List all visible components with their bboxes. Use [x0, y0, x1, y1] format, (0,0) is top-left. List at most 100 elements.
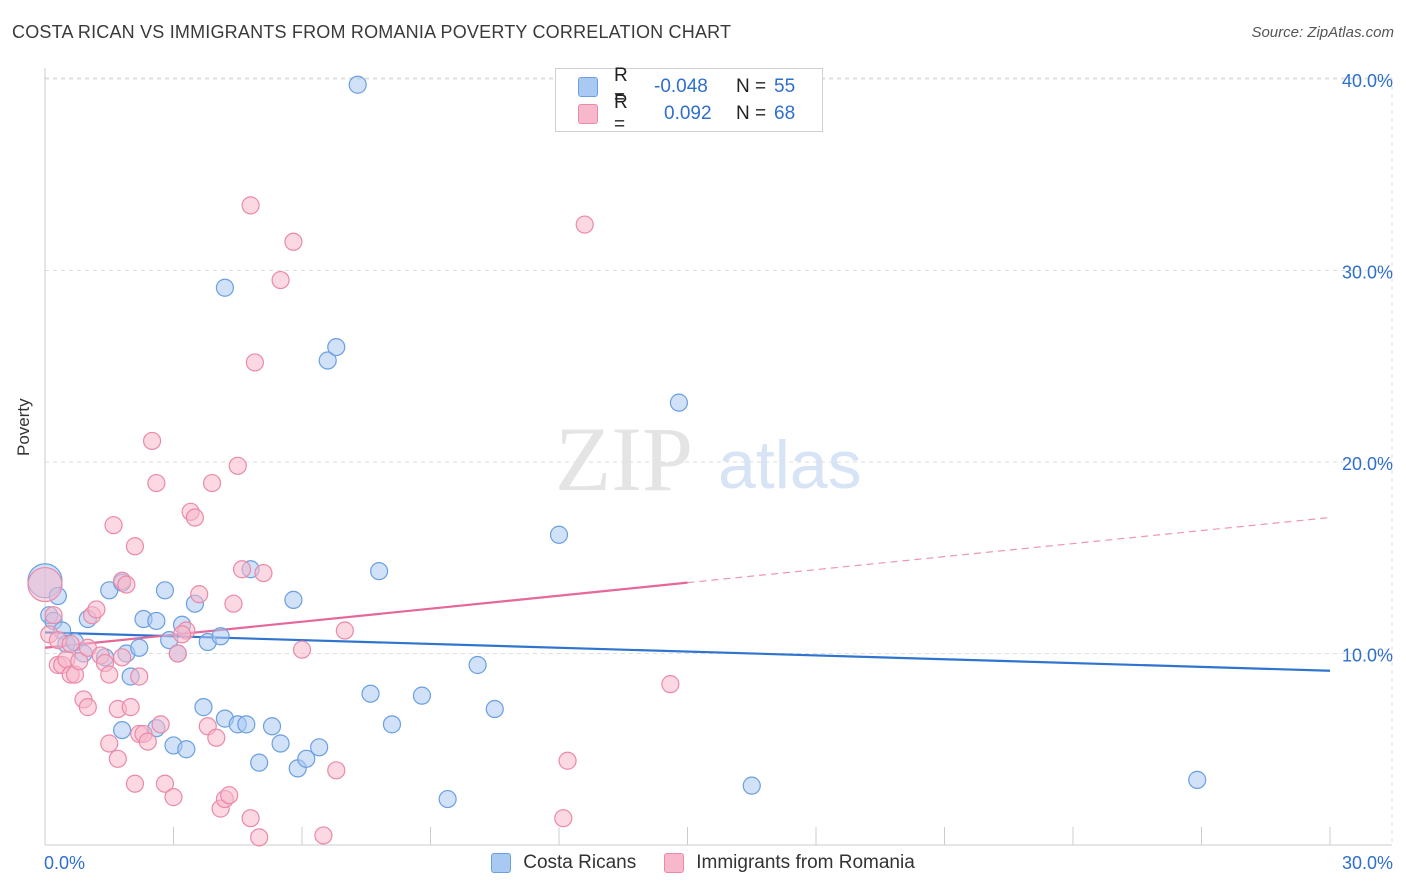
y-tick-label: 30.0%	[1342, 263, 1393, 283]
point-costa-ricans	[130, 638, 149, 657]
point-romania	[220, 786, 239, 805]
point-romania	[104, 516, 123, 535]
point-costa-ricans	[742, 776, 761, 795]
point-costa-ricans	[177, 740, 196, 759]
point-costa-ricans	[155, 581, 175, 600]
legend-row-romania: R = 0.092 N = 68	[578, 92, 796, 135]
point-romania	[138, 732, 157, 751]
point-romania	[224, 594, 243, 613]
point-romania	[250, 828, 269, 847]
point-romania	[254, 563, 273, 583]
point-costa-ricans	[1188, 770, 1207, 789]
point-costa-ricans	[211, 627, 230, 646]
point-romania	[202, 473, 222, 493]
legend-n-label: N =	[736, 103, 767, 124]
point-romania	[70, 652, 89, 671]
source-label: Source: ZipAtlas.com	[1251, 24, 1394, 41]
legend-item-costa-ricans: Costa Ricans	[491, 852, 636, 874]
point-romania	[554, 809, 573, 828]
legend-r-label: R =	[614, 92, 628, 135]
point-costa-ricans	[468, 655, 487, 675]
point-romania	[100, 665, 119, 684]
point-romania	[100, 734, 119, 753]
point-romania	[327, 761, 346, 780]
point-romania	[335, 621, 354, 640]
y-tick-label: 20.0%	[1342, 454, 1393, 474]
point-romania	[558, 751, 577, 770]
point-romania	[125, 774, 145, 793]
y-tick-label: 10.0%	[1342, 646, 1393, 666]
point-costa-ricans	[310, 738, 329, 757]
x-tick-label-max: 30.0%	[1342, 853, 1393, 873]
legend-n-value: 55	[774, 76, 796, 97]
legend-r-value: 0.092	[664, 103, 712, 124]
stats-legend: R = -0.048 N = 55 R = 0.092 N = 68	[555, 65, 823, 135]
point-costa-ricans	[549, 525, 569, 544]
point-romania	[284, 232, 303, 251]
point-romania	[575, 215, 594, 234]
point-costa-ricans	[112, 720, 132, 740]
point-romania	[142, 431, 162, 451]
point-romania	[164, 788, 183, 807]
point-romania	[232, 560, 252, 579]
legend-n-label: N =	[736, 76, 767, 97]
point-romania	[155, 774, 175, 793]
legend-n-value: 68	[774, 103, 796, 124]
point-romania	[314, 826, 333, 845]
x-tick-label-min: 0.0%	[44, 853, 85, 873]
point-romania	[125, 537, 145, 556]
series-legend: Costa Ricans Immigrants from Romania	[0, 852, 1406, 874]
point-romania	[27, 566, 63, 603]
trend-line-solid	[44, 631, 1331, 672]
point-romania	[108, 749, 127, 768]
point-romania	[190, 585, 209, 604]
point-costa-ricans	[250, 753, 269, 772]
point-costa-ricans	[215, 278, 234, 297]
point-romania	[61, 634, 80, 654]
point-romania	[228, 456, 247, 475]
y-tick-label: 40.0%	[1342, 71, 1393, 91]
point-romania	[241, 196, 260, 215]
legend-label-romania: Immigrants from Romania	[696, 852, 915, 873]
point-costa-ricans	[485, 699, 504, 719]
point-romania	[44, 606, 63, 625]
point-romania	[241, 809, 260, 828]
point-costa-ricans	[382, 715, 402, 734]
point-romania	[245, 353, 264, 372]
point-romania	[151, 715, 170, 734]
legend-row-costa-ricans: R = -0.048 N = 55	[578, 65, 796, 108]
point-romania	[78, 698, 97, 717]
legend-label-costa-ricans: Costa Ricans	[523, 852, 637, 873]
legend-swatch-pink	[578, 104, 598, 124]
legend-swatch-blue	[491, 853, 512, 873]
point-romania	[121, 698, 140, 717]
axes	[44, 68, 1392, 846]
trend-lines	[44, 516, 1331, 672]
trend-line-dashed	[687, 516, 1331, 584]
point-romania	[87, 600, 106, 619]
point-costa-ricans	[297, 749, 316, 768]
point-costa-ricans	[669, 393, 689, 412]
point-romania	[112, 648, 132, 667]
watermark-zip: ZIP	[555, 408, 693, 510]
point-costa-ricans	[262, 717, 282, 736]
trend-line-solid	[44, 581, 688, 649]
data-points	[27, 75, 1207, 847]
legend-swatch-blue	[578, 77, 598, 97]
point-romania	[130, 667, 149, 686]
chart-title: COSTA RICAN VS IMMIGRANTS FROM ROMANIA P…	[12, 22, 732, 42]
point-romania	[172, 625, 192, 644]
point-romania	[168, 644, 187, 663]
watermark-atlas: atlas	[718, 427, 862, 503]
point-costa-ricans	[194, 698, 213, 717]
point-costa-ricans	[361, 684, 380, 703]
legend-r-value: -0.048	[654, 76, 708, 97]
y-axis-label: Poverty	[14, 398, 33, 456]
point-costa-ricans	[438, 789, 457, 809]
legend-item-romania: Immigrants from Romania	[664, 852, 915, 874]
point-costa-ricans	[412, 686, 432, 705]
point-romania	[185, 508, 205, 527]
point-romania	[207, 728, 226, 747]
point-romania	[117, 575, 136, 594]
